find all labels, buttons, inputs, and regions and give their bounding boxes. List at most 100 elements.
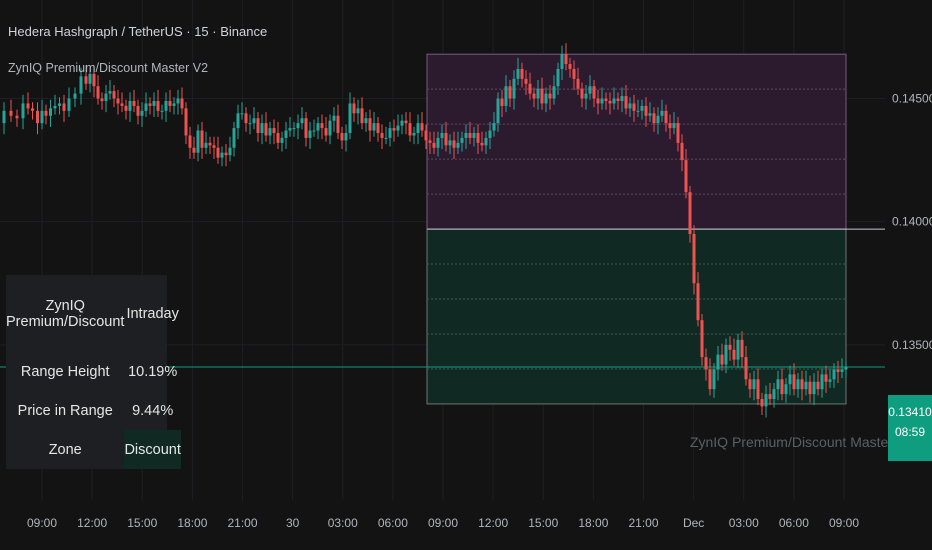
candle-body	[31, 108, 34, 111]
candle-body	[748, 379, 752, 390]
candle-body	[284, 130, 288, 138]
candle-body	[452, 140, 456, 148]
candle-body	[392, 128, 396, 131]
candle-body	[796, 379, 800, 390]
candle-body	[348, 103, 352, 134]
candle-body	[224, 152, 228, 156]
current-price-label: 0.13410	[888, 405, 932, 419]
x-tick-label: 06:00	[779, 516, 809, 530]
candle-body	[376, 123, 380, 134]
x-tick-label: 06:00	[378, 516, 408, 530]
candle-body	[804, 381, 808, 390]
candle-body	[656, 115, 660, 124]
candle-body	[420, 123, 424, 131]
y-tick-label: 0.14000	[892, 215, 932, 229]
candle-body	[500, 98, 504, 106]
candle-body	[180, 98, 184, 109]
candle-body	[300, 118, 304, 124]
table-row: Range Height 10.19%	[6, 353, 181, 392]
candle-body	[676, 123, 680, 143]
candle-body	[532, 93, 536, 99]
y-tick-label: 0.13500	[892, 338, 932, 352]
x-tick-label: 15:00	[127, 516, 157, 530]
current-price-tag: 0.13410 08:59	[888, 395, 932, 461]
candle-body	[336, 115, 340, 134]
candle-body	[128, 100, 132, 111]
candle-body	[604, 98, 608, 101]
candle-body	[124, 105, 128, 111]
candle-body	[276, 133, 280, 143]
candle-body	[824, 374, 828, 382]
candle-body	[73, 93, 77, 99]
candle-body	[744, 357, 748, 380]
candle-body	[396, 125, 400, 131]
candle-body	[692, 233, 696, 284]
candle-body	[668, 123, 672, 129]
table-row: ZynIQ Premium/Discount Intraday	[6, 275, 181, 353]
candle-body	[444, 133, 448, 146]
candle-body	[21, 103, 25, 119]
candle-body	[492, 123, 496, 131]
candle-body	[808, 381, 812, 395]
candle-body	[712, 369, 716, 390]
candle-body	[92, 73, 96, 87]
candle-body	[79, 76, 83, 94]
candle-body	[836, 369, 840, 372]
candle-body	[324, 128, 328, 136]
candle-body	[440, 133, 444, 138]
x-tick-label: 21:00	[628, 516, 658, 530]
candle-body	[752, 379, 756, 390]
candle-body	[368, 118, 372, 131]
candle-body	[408, 123, 412, 136]
candle-body	[780, 379, 784, 395]
candle-body	[516, 68, 520, 79]
candle-body	[312, 130, 316, 132]
candles	[2, 43, 848, 418]
candle-body	[580, 88, 584, 99]
candle-body	[756, 379, 760, 400]
candle-body	[772, 389, 776, 400]
candle-body	[616, 98, 620, 101]
candle-body	[144, 103, 148, 111]
candle-body	[700, 320, 704, 358]
candle-body	[540, 88, 544, 104]
indicator-title[interactable]: ZynIQ Premium/Discount Master V2	[8, 61, 209, 75]
candle-body	[524, 78, 528, 84]
candle-body	[812, 381, 816, 395]
candle-body	[316, 123, 320, 131]
candle-body	[304, 118, 308, 138]
candle-body	[816, 381, 820, 390]
candle-body	[256, 118, 260, 134]
candle-body	[296, 123, 300, 129]
candle-body	[332, 115, 336, 121]
table-cell-label: Price in Range	[17, 402, 113, 419]
candle-body	[288, 128, 292, 131]
candle-body	[88, 73, 92, 84]
candle-body	[212, 145, 216, 148]
candle-body	[200, 130, 204, 148]
candle-body	[644, 105, 648, 116]
candle-body	[416, 123, 420, 134]
indicator-table: ZynIQ Premium/Discount Intraday Range He…	[6, 275, 181, 469]
candle-body	[632, 103, 636, 111]
candle-body	[404, 120, 408, 124]
candle-body	[664, 110, 668, 124]
x-tick-label: 03:00	[328, 516, 358, 530]
candle-body	[716, 354, 720, 370]
candle-body	[164, 100, 168, 111]
x-tick-label: 09:00	[829, 516, 859, 530]
candle-body	[384, 137, 388, 139]
candle-body	[356, 108, 360, 114]
candle-body	[548, 93, 552, 99]
candle-body	[272, 128, 276, 134]
candle-body	[704, 357, 708, 370]
x-tick-label: 09:00	[428, 516, 458, 530]
candle-body	[436, 137, 440, 148]
premium-zone	[426, 53, 847, 230]
candle-body	[476, 133, 480, 143]
candle-body	[544, 93, 548, 104]
y-axis-labels: 0.14500 0.14000 0.13500	[892, 92, 932, 352]
candle-body	[176, 98, 180, 104]
x-tick-label: 30	[286, 516, 300, 530]
candle-body	[792, 374, 796, 390]
